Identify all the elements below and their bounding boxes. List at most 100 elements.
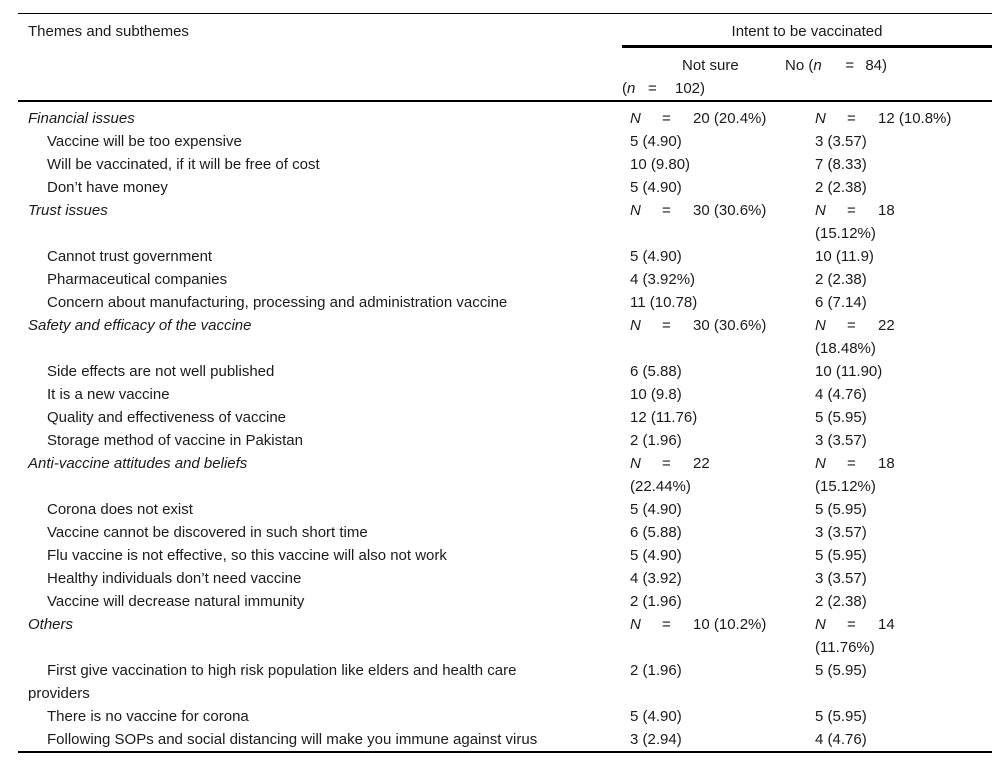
n-variable: N (630, 616, 641, 633)
no-value-cell: 3 (3.57) (785, 130, 992, 153)
not-sure-value-cell: 6 (5.88) (622, 521, 785, 544)
not-sure-value-cell: N = 22 (22.44%) (622, 452, 785, 498)
no-column-header: No (n = 84) (785, 54, 887, 77)
theme-row: Safety and efficacy of the vaccine N = 30 (… (18, 314, 992, 360)
n-variable: N (630, 202, 641, 219)
theme-label-line: Healthy individuals don’t need vaccine (47, 570, 302, 587)
not-sure-value-line: 5 (4.90) (630, 248, 682, 265)
subtheme-row: Vaccine cannot be discovered in such sho… (18, 521, 992, 544)
not-sure-value-line: N = 22 (630, 452, 785, 475)
theme-label-line: There is no vaccine for corona (47, 708, 249, 725)
theme-label-line: Trust issues (28, 202, 108, 219)
theme-label-cell: Flu vaccine is not effective, so this va… (18, 544, 622, 567)
not-sure-value-line: 4 (3.92%) (630, 271, 696, 288)
themes-column-header: Themes and subthemes (28, 23, 189, 40)
not-sure-value-line: 3 (2.94) (630, 731, 682, 748)
theme-label-line: Following SOPs and social distancing wil… (47, 731, 538, 748)
not-sure-value-cell: N = 30 (30.6%) (622, 199, 785, 222)
no-value-cell: N = 14 (11.76%) (785, 613, 992, 659)
not-sure-value-line: 2 (1.96) (630, 662, 682, 679)
not-sure-value-cell: 5 (4.90) (622, 245, 785, 268)
value-text: 22 (693, 455, 710, 472)
not-sure-value-cell: 2 (1.96) (622, 590, 785, 613)
subtheme-row: Corona does not exist 5 (4.90) 5 (5.95) (18, 498, 992, 521)
subtheme-row: Cannot trust government 5 (4.90) 10 (11.9) (18, 245, 992, 268)
theme-label-cell: Safety and efficacy of the vaccine (18, 314, 622, 337)
theme-label-line: Quality and effectiveness of vaccine (47, 409, 287, 426)
theme-label-cell: Pharmaceutical companies (18, 268, 622, 291)
not-sure-value-cell: 5 (4.90) (622, 176, 785, 199)
n-variable: N (630, 455, 641, 472)
n-variable: N (630, 317, 641, 334)
equals-sign: = (847, 110, 856, 127)
intent-group-header: Intent to be vaccinated (731, 23, 883, 40)
not-sure-value-cell: N = 30 (30.6%) (622, 314, 785, 337)
equals-sign: = (662, 616, 671, 633)
theme-label-line: Anti-vaccine attitudes and beliefs (28, 455, 248, 472)
no-value-line: 4 (4.76) (815, 731, 867, 748)
theme-label-cell: Quality and effectiveness of vaccine (18, 406, 622, 429)
subtheme-row: Concern about manufacturing, processing … (18, 291, 992, 314)
theme-label-line: Cannot trust government (47, 248, 213, 265)
subtheme-row: There is no vaccine for corona 5 (4.90) 5 … (18, 705, 992, 728)
theme-label-line: Pharmaceutical companies (47, 271, 228, 288)
value-text: 10 (10.2%) (693, 616, 767, 633)
no-value-line: N = 12 (10.8%) (815, 107, 992, 130)
equals-sign: = (847, 455, 856, 472)
no-value-cell: 2 (2.38) (785, 590, 992, 613)
theme-label-line: Storage method of vaccine in Pakistan (47, 432, 303, 449)
subtheme-row: Side effects are not well published 6 (5.… (18, 360, 992, 383)
theme-label-line: Corona does not exist (47, 501, 193, 518)
theme-label-cell: Others (18, 613, 622, 636)
subtheme-row: Pharmaceutical companies 4 (3.92%) 2 (2.38… (18, 268, 992, 291)
theme-row: Others N = 10 (10.2%) N = 14 (11.76%) (18, 613, 992, 659)
not-sure-value-line: 5 (4.90) (630, 501, 682, 518)
not-sure-value-line: N = 10 (10.2%) (630, 613, 785, 636)
not-sure-value-cell: 2 (1.96) (622, 429, 785, 452)
theme-row: Financial issues N = 20 (20.4%) N = 12 (10.8%) (18, 107, 992, 130)
no-value-cell: 4 (4.76) (785, 728, 992, 751)
no-value-cell: 10 (11.9) (785, 245, 992, 268)
no-value-cell: 5 (5.95) (785, 659, 992, 682)
theme-label-line: Vaccine will be too expensive (47, 133, 242, 150)
n-variable: N (815, 110, 826, 127)
theme-label-line: Vaccine cannot be discovered in such sho… (47, 524, 368, 541)
not-sure-value-cell: 5 (4.90) (622, 498, 785, 521)
subtheme-row: First give vaccination to high risk popu… (18, 659, 992, 705)
no-value-line: N = 14 (815, 613, 992, 636)
not-sure-value-cell: 4 (3.92) (622, 567, 785, 590)
not-sure-value-line: 2 (1.96) (630, 593, 682, 610)
equals-sign: = (845, 57, 855, 74)
not-sure-value-cell: 5 (4.90) (622, 130, 785, 153)
theme-label-cell: Financial issues (18, 107, 622, 130)
no-value-line: 3 (3.57) (815, 570, 867, 587)
not-sure-value-line: 6 (5.88) (630, 363, 682, 380)
not-sure-value-cell: 12 (11.76) (622, 406, 785, 429)
no-value-cell: N = 22 (18.48%) (785, 314, 992, 360)
not-sure-value-line: 10 (9.8) (630, 386, 682, 403)
theme-label-cell: Vaccine will decrease natural immunity (18, 590, 622, 613)
not-sure-value-cell: N = 20 (20.4%) (622, 107, 785, 130)
no-value-cell: 5 (5.95) (785, 544, 992, 567)
n-variable: N (815, 455, 826, 472)
not-sure-value-cell: N = 10 (10.2%) (622, 613, 785, 636)
no-value-line: 3 (3.57) (815, 524, 867, 541)
value-text: 20 (20.4%) (693, 110, 767, 127)
not-sure-value-cell: 5 (4.90) (622, 544, 785, 567)
no-value-cell: N = 18 (15.12%) (785, 452, 992, 498)
equals-sign: = (847, 616, 856, 633)
subtheme-row: Storage method of vaccine in Pakistan 2 (… (18, 429, 992, 452)
theme-label-line: Financial issues (28, 110, 135, 127)
no-value-line: 10 (11.9) (815, 248, 874, 265)
value-text: 30 (30.6%) (693, 202, 767, 219)
equals-sign: = (662, 202, 671, 219)
no-value-cell: 5 (5.95) (785, 406, 992, 429)
vaccination-intent-table: Themes and subthemes Intent to be vaccin… (18, 13, 992, 753)
not-sure-value-cell: 6 (5.88) (622, 360, 785, 383)
theme-label-cell: Anti-vaccine attitudes and beliefs (18, 452, 622, 475)
equals-sign: = (648, 80, 657, 97)
subtheme-row: Following SOPs and social distancing wil… (18, 728, 992, 751)
no-value-line: 5 (5.95) (815, 409, 867, 426)
theme-row: Anti-vaccine attitudes and beliefs N = 22 (2… (18, 452, 992, 498)
not-sure-value-line: 12 (11.76) (630, 409, 698, 426)
